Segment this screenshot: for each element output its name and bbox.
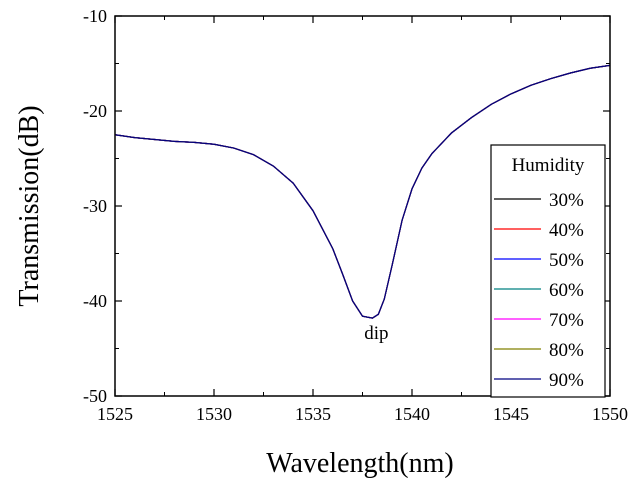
legend-box	[490, 144, 606, 398]
y-tick-label-4: -10	[83, 6, 107, 26]
series-layer	[114, 64, 611, 319]
y-tick-label-3: -20	[83, 101, 107, 121]
x-tick-label-5: 1550	[592, 404, 628, 424]
x-tick-label-0: 1525	[97, 404, 133, 424]
series-line-6	[114, 64, 611, 319]
y-tick-label-1: -40	[83, 291, 107, 311]
legend-label-4: 70%	[549, 310, 584, 331]
dip-annotation: dip	[364, 323, 388, 344]
legend: Humidity 30% 40% 50% 60% 70% 80% 90%	[490, 144, 606, 398]
x-axis-title: Wavelength(nm)	[266, 448, 453, 478]
y-axis-title: Transmission(dB)	[14, 105, 45, 306]
ticks-layer: 1525 1530 1535 1540 1545 1550 -50 -40 -30 -20 -10	[83, 6, 628, 424]
legend-title: Humidity	[512, 155, 585, 176]
legend-label-5: 80%	[549, 340, 584, 361]
legend-label-6: 90%	[549, 370, 584, 391]
legend-label-3: 60%	[549, 280, 584, 301]
x-tick-label-1: 1530	[196, 404, 232, 424]
x-tick-label-3: 1540	[394, 404, 430, 424]
x-tick-label-2: 1535	[295, 404, 331, 424]
y-tick-label-2: -30	[83, 196, 107, 216]
y-tick-label-0: -50	[83, 386, 107, 406]
x-tick-label-4: 1545	[493, 404, 529, 424]
legend-label-0: 30%	[549, 190, 584, 211]
legend-label-2: 50%	[549, 250, 584, 271]
legend-label-1: 40%	[549, 220, 584, 241]
